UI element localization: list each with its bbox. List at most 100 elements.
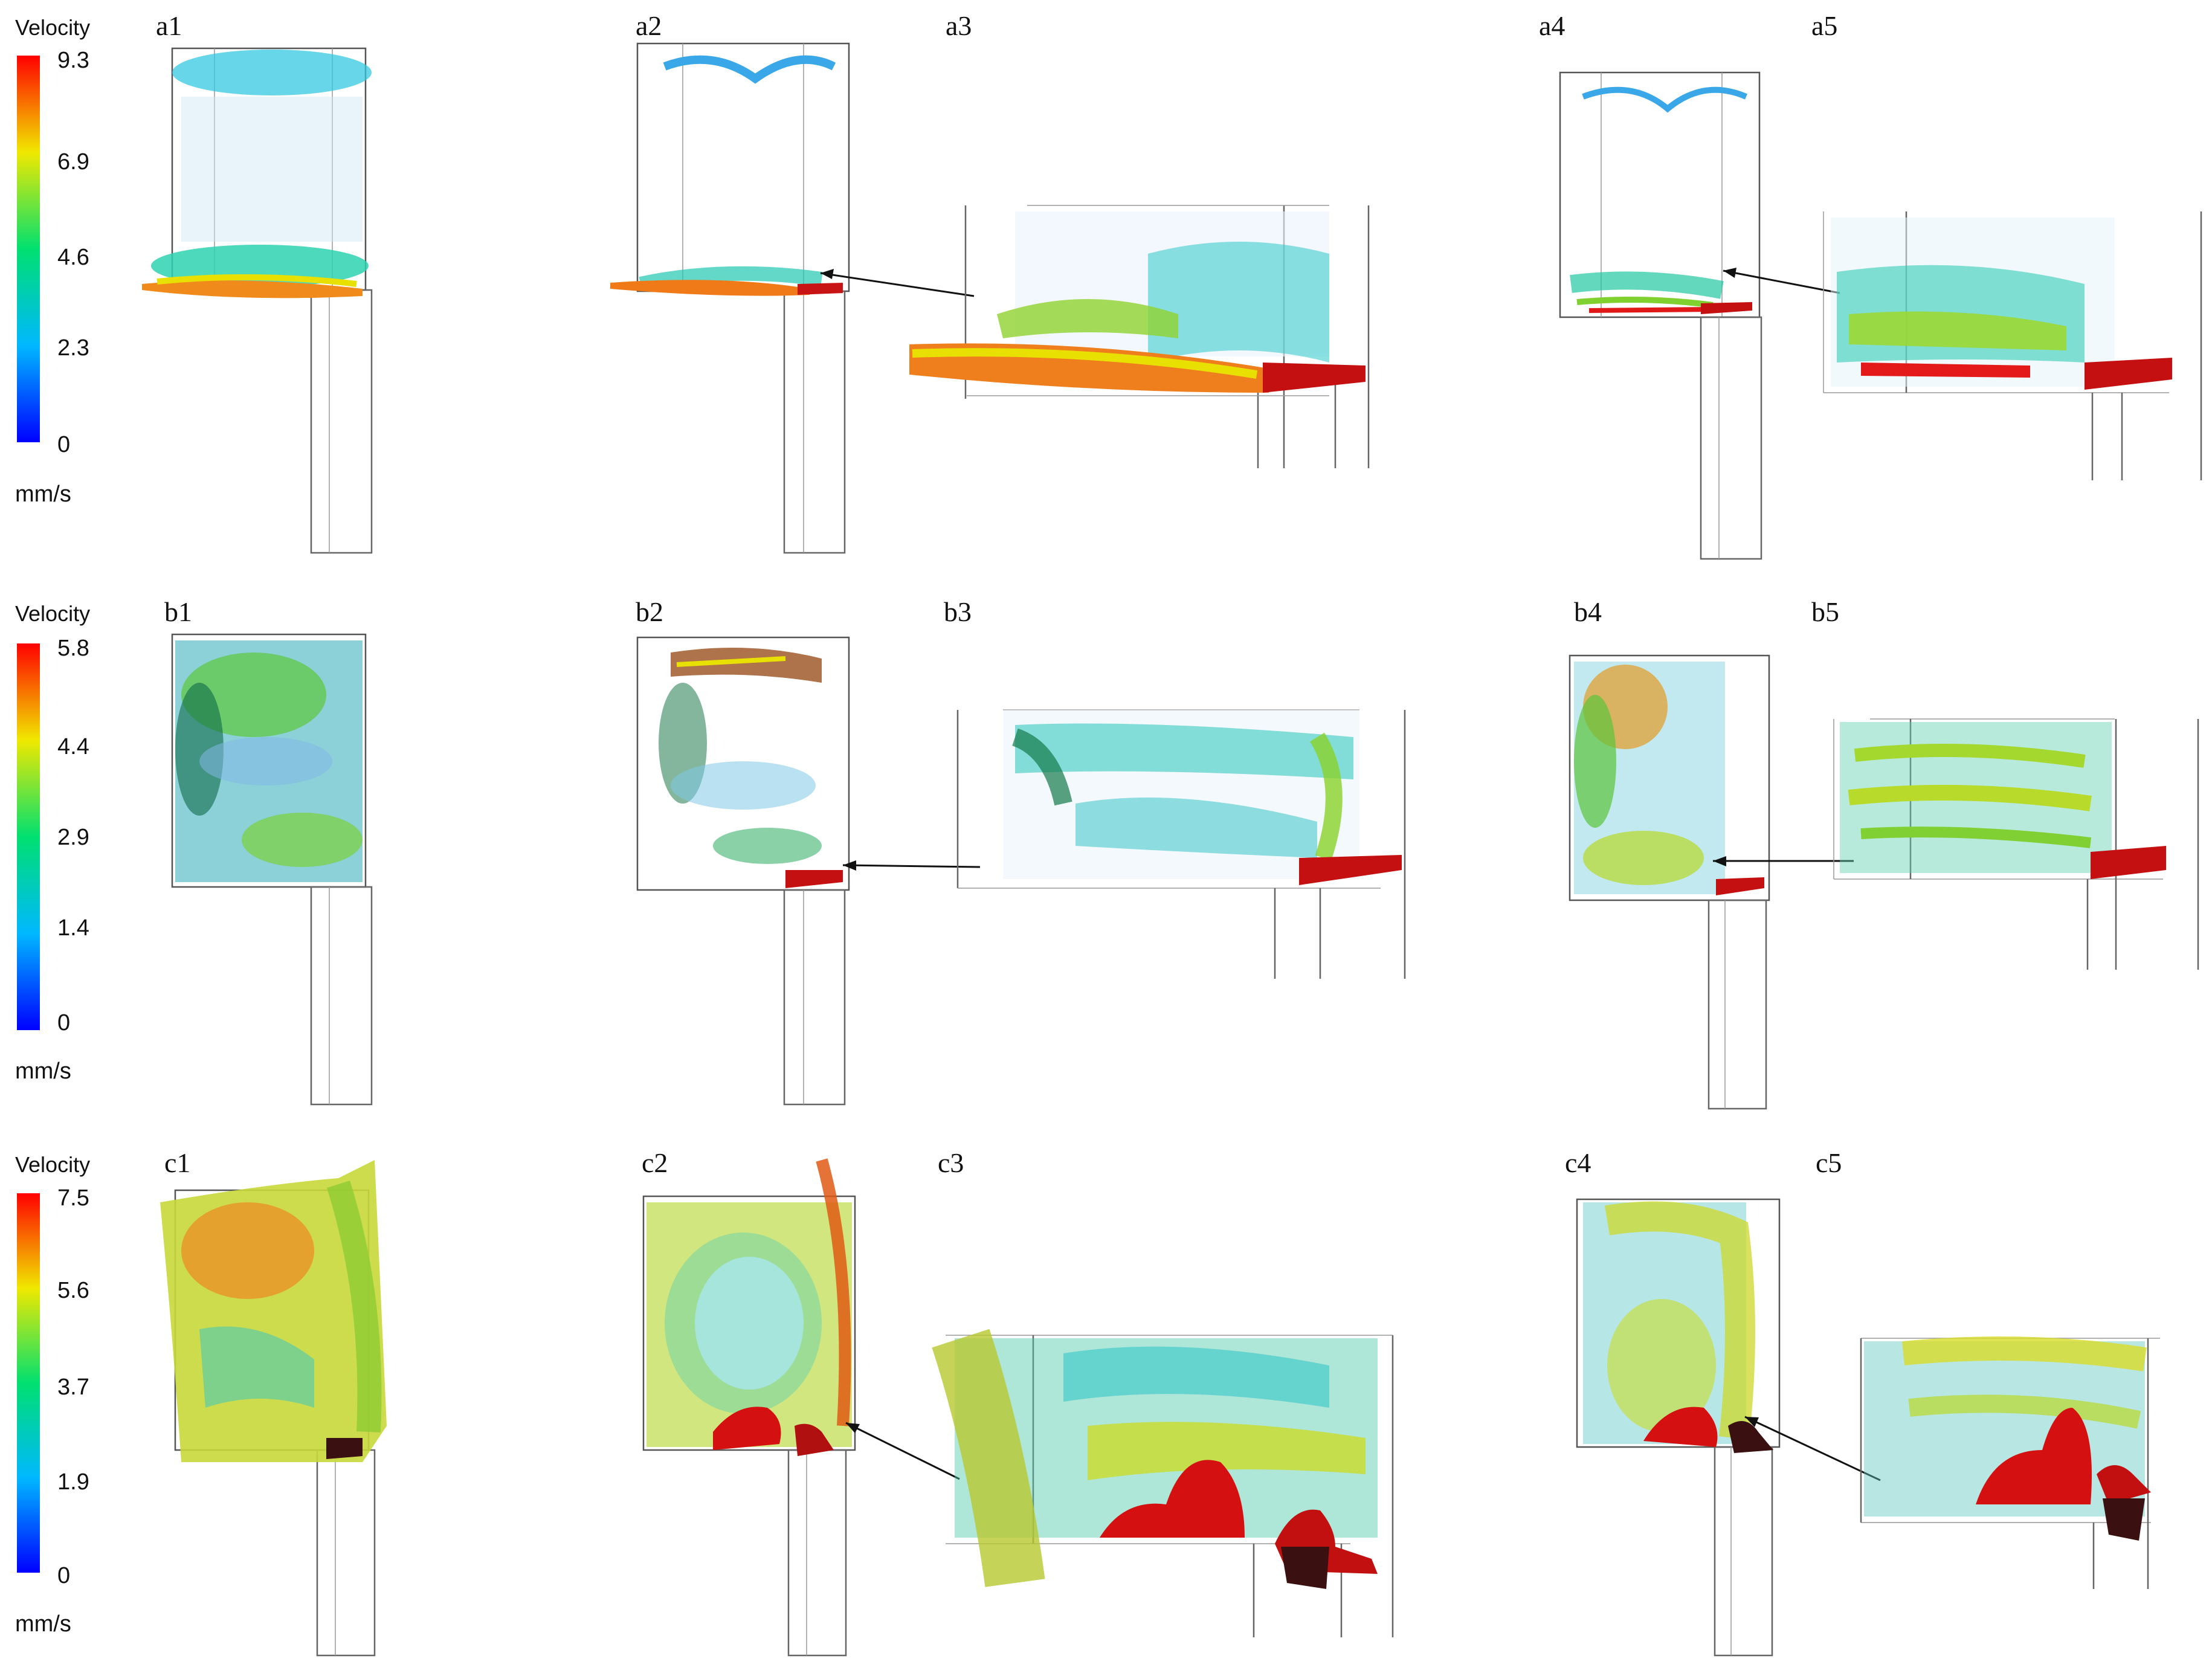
panel-b5 — [1833, 718, 2199, 970]
panel-c3 — [932, 1329, 1394, 1637]
panel-c4 — [1576, 1198, 1781, 1657]
panel-label: a4 — [1539, 10, 1565, 41]
colorbar-b: Velocity 5.8 4.4 2.9 1.4 0 mm/s — [15, 601, 90, 1084]
melt-region — [1643, 1407, 1718, 1447]
colorbar-tick: 1.9 — [57, 1469, 89, 1495]
colorbar-unit: mm/s — [15, 1059, 71, 1084]
panel-label: c2 — [642, 1147, 668, 1178]
vessel-outline — [636, 636, 850, 891]
colorbar-tick: 1.4 — [57, 915, 89, 941]
colorbar-gradient — [17, 643, 40, 1030]
melt-region — [326, 1438, 363, 1459]
colorbar-title: Velocity — [15, 15, 90, 40]
colorbar-tick: 4.4 — [57, 734, 89, 759]
vessel-outline — [1569, 654, 1770, 901]
panel-c2 — [642, 1158, 856, 1657]
melt-region — [2085, 358, 2172, 390]
panel-a1 — [142, 47, 373, 554]
outlet-pipe — [783, 889, 846, 1106]
flow-jet — [142, 280, 363, 298]
colorbar-tick: 2.3 — [57, 335, 89, 361]
row-c: Velocity 7.5 5.6 3.7 1.9 0 mm/s c1 c2 c3… — [15, 1147, 2160, 1657]
panel-a3 — [909, 205, 1370, 468]
zoom-arrow — [842, 864, 981, 868]
colorbar-unit: mm/s — [15, 482, 71, 507]
flow-field — [1148, 242, 1329, 363]
colorbar-tick: 6.9 — [57, 149, 89, 175]
colorbar-tick: 5.6 — [57, 1278, 89, 1303]
outlet-pipe — [310, 289, 373, 554]
colorbar-tick: 2.9 — [57, 825, 89, 850]
panel-label: b1 — [164, 596, 192, 627]
panel-b3 — [956, 709, 1406, 979]
outlet-pipe — [783, 290, 846, 554]
colorbar-c: Velocity 7.5 5.6 3.7 1.9 0 mm/s — [15, 1152, 90, 1637]
row-a: Velocity 9.3 6.9 4.6 2.3 0 mm/s a1 a2 a3… — [15, 10, 2202, 560]
colorbar-tick: 9.3 — [57, 48, 89, 73]
panel-label: a2 — [636, 10, 662, 41]
colorbar-tick: 0 — [57, 432, 70, 457]
colorbar-tick: 0 — [57, 1010, 70, 1036]
melt-region — [1263, 363, 1366, 393]
flow-jet — [610, 280, 810, 296]
panel-label: a5 — [1811, 10, 1837, 41]
vessel-outline — [1559, 71, 1761, 318]
colorbar-tick: 3.7 — [57, 1375, 89, 1400]
outlet-pipe — [310, 886, 373, 1106]
vessel-outline — [1576, 1198, 1781, 1448]
panel-label: b3 — [944, 596, 972, 627]
melt-region — [713, 1407, 781, 1450]
melt-region — [1976, 1408, 2092, 1504]
melt-region — [1701, 302, 1752, 314]
colorbar-gradient — [17, 56, 40, 442]
vessel-outline — [642, 1195, 856, 1451]
panel-label: b2 — [636, 596, 663, 627]
melt-region — [1100, 1460, 1245, 1538]
colorbar-a: Velocity 9.3 6.9 4.6 2.3 0 mm/s — [15, 15, 90, 507]
zoom-arrow — [820, 272, 975, 297]
outlet-pipe — [316, 1449, 376, 1657]
colorbar-tick: 4.6 — [57, 245, 89, 270]
melt-region — [1716, 877, 1764, 895]
panel-label: b5 — [1811, 596, 1839, 627]
arrow-head-icon — [1745, 1417, 1759, 1427]
outlet-pipe — [1707, 899, 1767, 1110]
zoom-arrow — [1723, 269, 1840, 294]
colorbar-gradient — [17, 1193, 40, 1573]
panel-c1 — [160, 1160, 387, 1657]
flow-field — [172, 50, 372, 95]
panel-label: b4 — [1574, 596, 1602, 627]
arrow-head-icon — [1713, 856, 1726, 866]
panel-label: c3 — [938, 1147, 964, 1178]
colorbar-title: Velocity — [15, 601, 90, 626]
panel-b4 — [1569, 654, 1770, 1110]
vessel-outline — [636, 42, 850, 292]
panel-label: a1 — [156, 10, 182, 41]
colorbar-unit: mm/s — [15, 1611, 71, 1637]
flow-field — [181, 97, 363, 242]
colorbar-tick: 5.8 — [57, 636, 89, 661]
outlet-pipe — [1714, 1446, 1773, 1657]
panel-a4 — [1559, 71, 1762, 560]
zoom-arrow — [845, 1422, 960, 1480]
panel-label: a3 — [946, 10, 972, 41]
panel-b1 — [171, 633, 373, 1106]
colorbar-tick: 0 — [57, 1563, 70, 1588]
arrow-head-icon — [846, 1423, 860, 1433]
arrow-head-icon — [1723, 268, 1736, 278]
colorbar-title: Velocity — [15, 1152, 90, 1177]
panel-b2 — [636, 636, 850, 1106]
vessel-outline — [171, 633, 367, 888]
outlet-pipe — [787, 1449, 847, 1657]
melt-region — [785, 870, 843, 888]
panel-label: c1 — [164, 1147, 190, 1178]
melt-region — [2091, 846, 2166, 879]
panel-label: c5 — [1816, 1147, 1842, 1178]
panel-label: c4 — [1565, 1147, 1591, 1178]
melt-region — [798, 283, 843, 295]
arrow-head-icon — [843, 860, 856, 871]
panel-a5 — [1823, 211, 2202, 480]
colorbar-tick: 7.5 — [57, 1185, 89, 1211]
zoom-arrow — [1744, 1416, 1881, 1481]
